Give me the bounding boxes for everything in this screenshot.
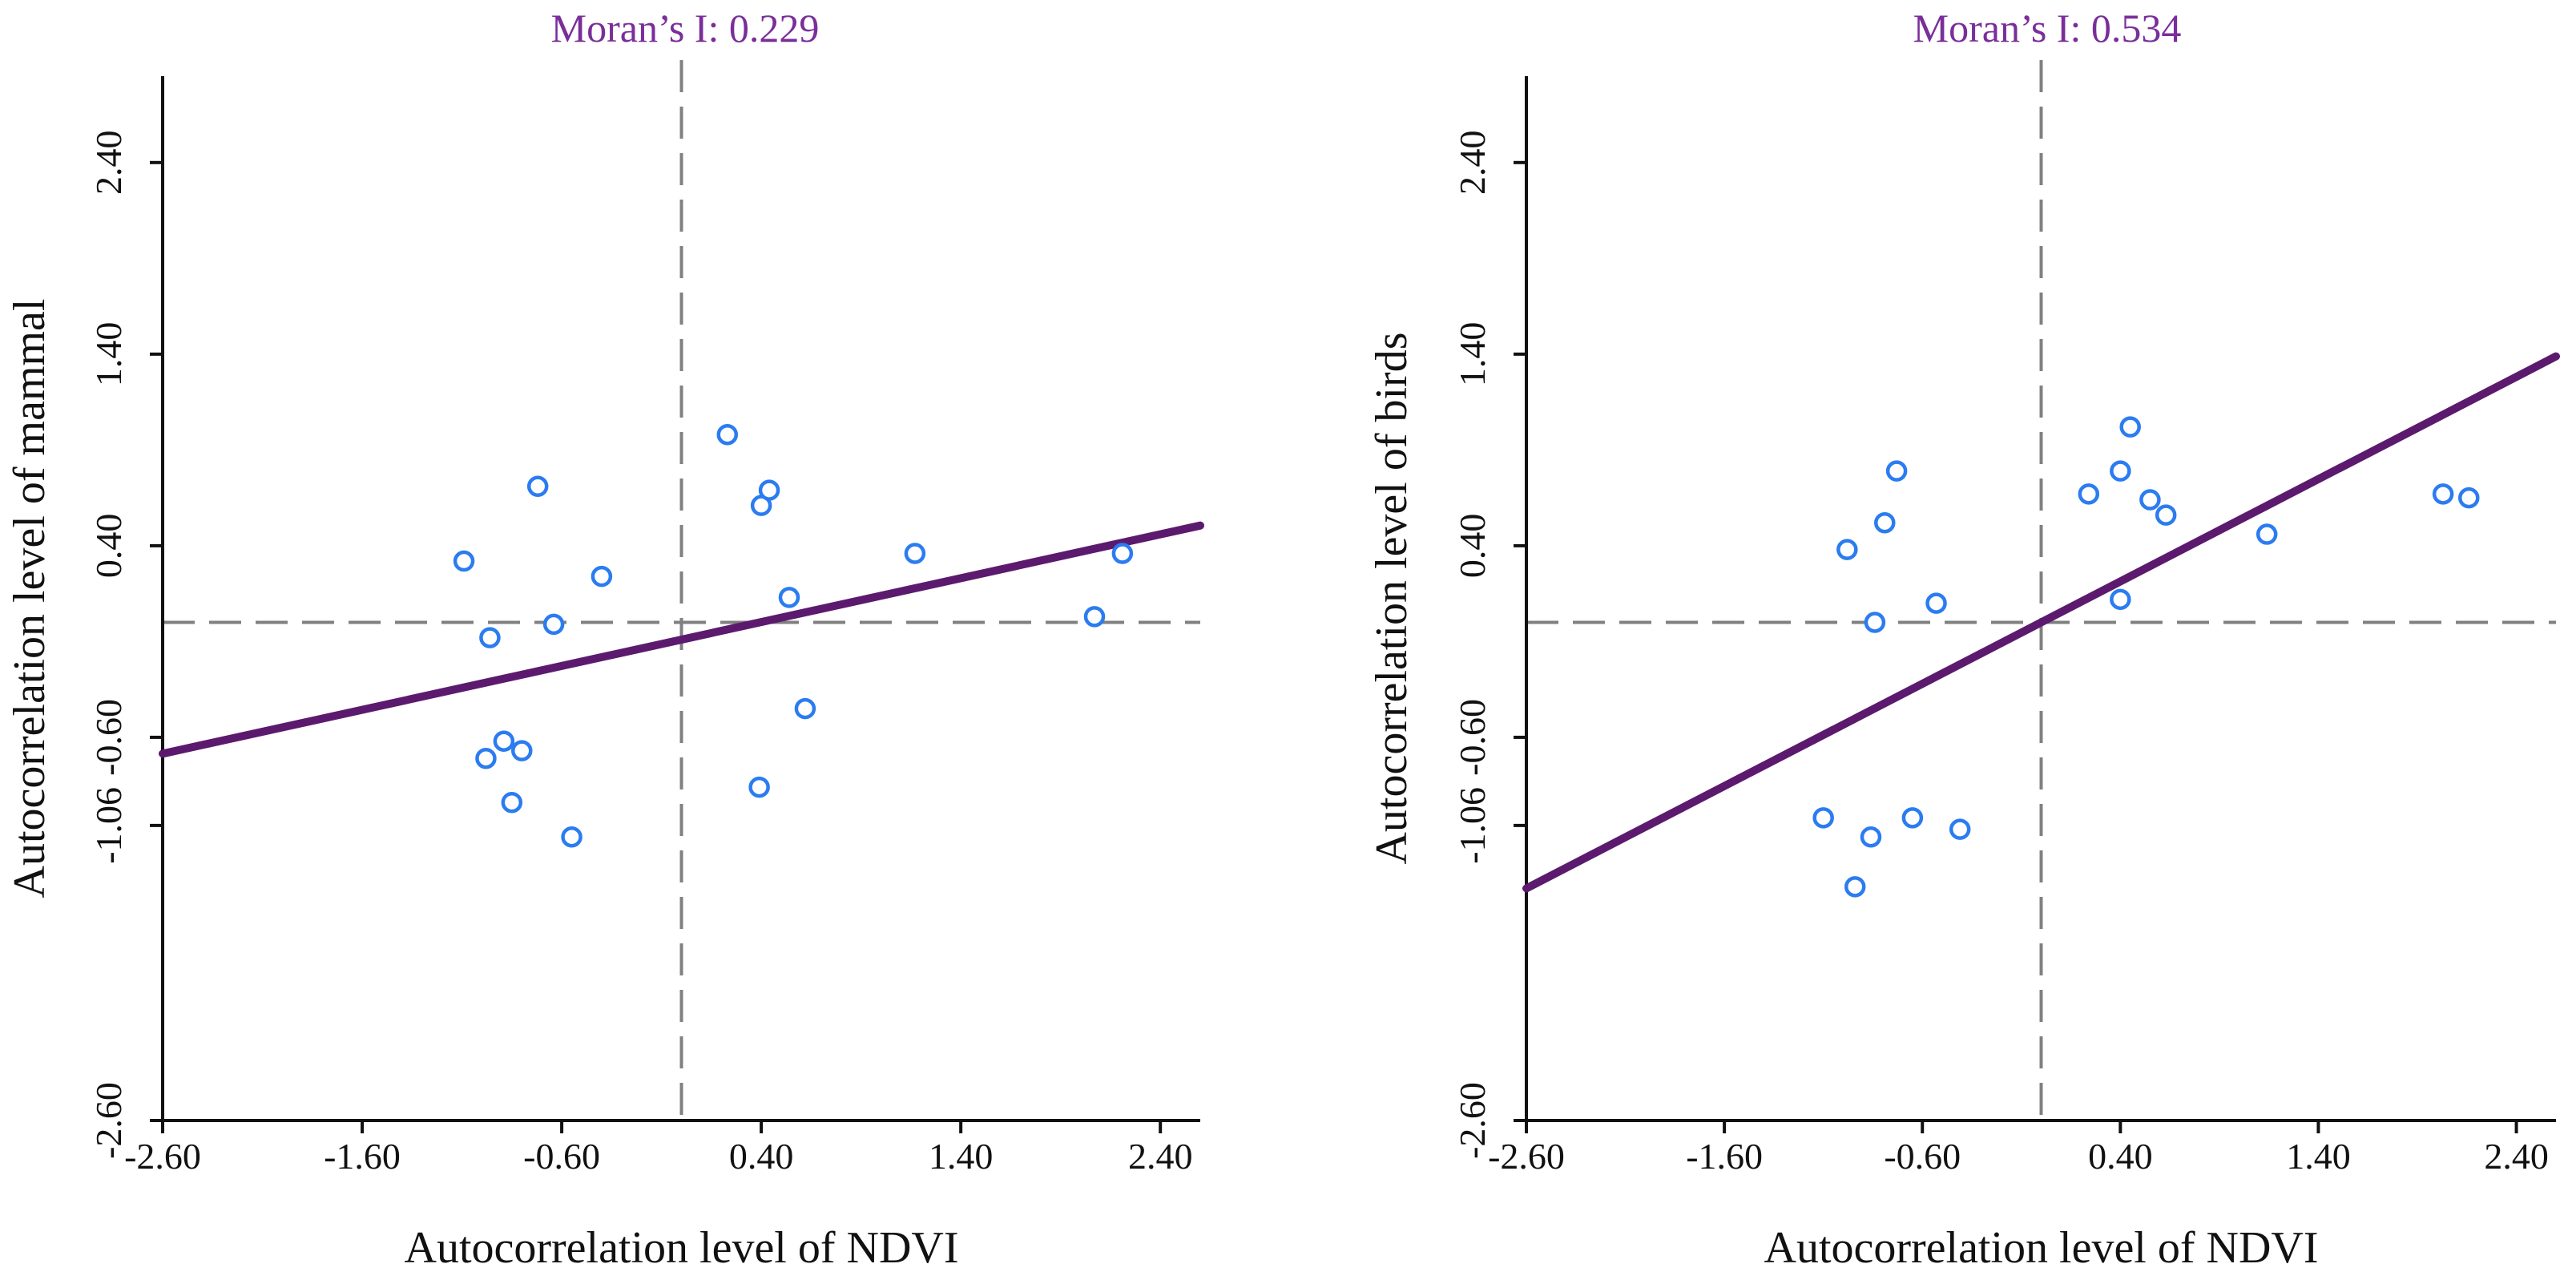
data-point — [479, 627, 501, 648]
x-tick-label: 0.40 — [729, 1136, 794, 1177]
x-tick-label: -1.60 — [324, 1136, 401, 1177]
data-point — [2078, 483, 2100, 505]
data-point — [453, 550, 475, 572]
data-point — [1844, 876, 1866, 898]
x-tick-label: -2.60 — [1488, 1136, 1565, 1177]
data-point — [1864, 612, 1886, 633]
data-point — [2119, 416, 2141, 438]
data-point — [591, 565, 613, 588]
y-tick-label: -0.60 — [88, 699, 129, 776]
data-point — [2432, 483, 2454, 505]
x-tick-label: -0.60 — [523, 1136, 600, 1177]
x-tick-label: 1.40 — [929, 1136, 994, 1177]
x-tick-label: -2.60 — [124, 1136, 201, 1177]
data-point — [716, 423, 739, 446]
data-point — [2458, 487, 2480, 509]
regression-fit-line — [1522, 352, 2560, 893]
x-tick-label: -0.60 — [1884, 1136, 1961, 1177]
y-tick-label: -1.06 — [1452, 787, 1493, 864]
x-axis-label: Autocorrelation level of NDVI — [1764, 1223, 2319, 1273]
data-point — [2256, 523, 2278, 545]
data-point — [1083, 606, 1106, 628]
data-point — [526, 475, 549, 498]
data-point — [1836, 539, 1858, 560]
chart-title: Moran’s I: 0.534 — [1913, 6, 2182, 50]
data-point — [2139, 489, 2161, 511]
x-tick-label: 2.40 — [2484, 1136, 2549, 1177]
data-point — [2110, 588, 2131, 611]
data-point — [1949, 818, 1971, 840]
y-tick-label: 1.40 — [1452, 322, 1493, 387]
data-point — [1860, 826, 1882, 848]
y-tick-label: -0.60 — [1452, 699, 1493, 776]
data-point — [794, 697, 816, 720]
data-point — [493, 730, 515, 752]
y-tick-label: 1.40 — [88, 322, 129, 387]
y-tick-label: 2.40 — [88, 131, 129, 196]
y-tick-label: -2.60 — [1452, 1082, 1493, 1159]
data-point — [778, 587, 800, 608]
x-tick-label: 1.40 — [2286, 1136, 2351, 1177]
x-tick-label: -1.60 — [1686, 1136, 1763, 1177]
y-tick-label: 0.40 — [88, 514, 129, 579]
x-axis-label: Autocorrelation level of NDVI — [405, 1223, 959, 1273]
data-point — [511, 740, 533, 761]
y-tick-label: 2.40 — [1452, 131, 1493, 196]
y-axis-label: Autocorrelation level of mammal — [5, 299, 54, 898]
data-point — [748, 776, 770, 798]
data-point — [1901, 807, 1924, 829]
data-point — [1925, 592, 1947, 614]
data-point — [1111, 543, 1134, 564]
y-axis-label: Autocorrelation level of birds — [1367, 332, 1417, 864]
x-tick-label: 0.40 — [2088, 1136, 2153, 1177]
data-point — [561, 826, 583, 848]
data-point — [475, 747, 497, 769]
x-tick-label: 2.40 — [1128, 1136, 1193, 1177]
regression-fit-line — [159, 521, 1204, 758]
y-tick-label: -1.06 — [88, 787, 129, 864]
y-tick-label: -2.60 — [88, 1082, 129, 1159]
data-point — [2155, 504, 2177, 526]
data-point — [1812, 807, 1834, 829]
birds-ndvi-scatter-panel: Moran’s I: 0.534 -2.60 -1.60 -0.60 0.40 1.40 2… — [1367, 6, 2560, 1273]
data-point — [904, 543, 926, 564]
data-point — [1885, 460, 1908, 482]
data-point — [758, 479, 780, 501]
data-point — [1874, 511, 1896, 534]
mammal-ndvi-scatter-panel: Moran’s I: 0.229 -2.60 -1.60 -0.60 0.40 1.40 2… — [5, 6, 1204, 1273]
y-tick-label: 0.40 — [1452, 514, 1493, 579]
chart-title: Moran’s I: 0.229 — [551, 6, 820, 50]
data-point — [542, 613, 565, 636]
data-point — [501, 791, 523, 814]
data-point — [2110, 460, 2131, 482]
